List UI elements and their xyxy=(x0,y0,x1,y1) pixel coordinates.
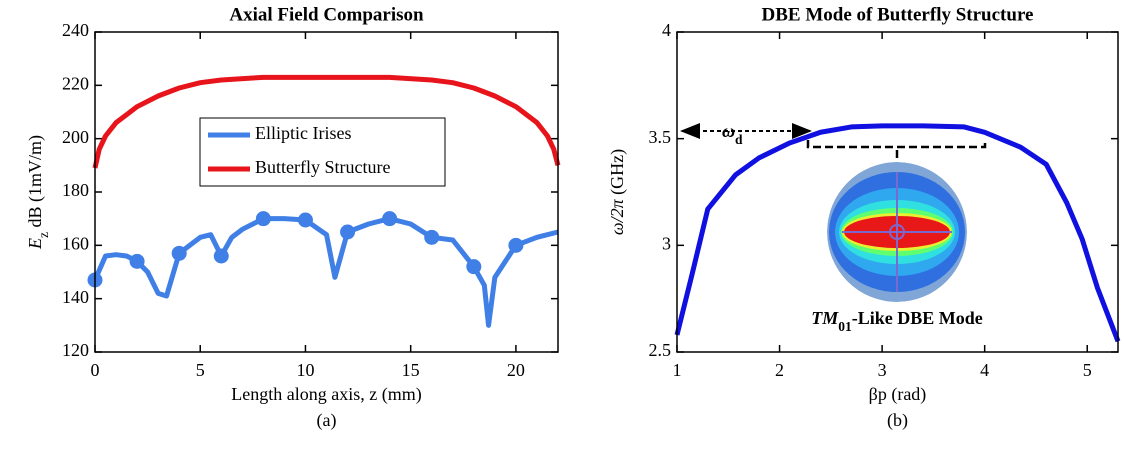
omega-d-label-sub: d xyxy=(735,132,743,147)
mode-label-rest: -Like DBE Mode xyxy=(852,308,983,328)
y-tick-label: 200 xyxy=(62,127,89,147)
omega-d-label: ωd xyxy=(722,121,743,146)
y-axis-label-main: ω/2π xyxy=(607,198,627,235)
y-axis-label-main: E xyxy=(25,238,45,250)
chart-title: DBE Mode of Butterfly Structure xyxy=(762,4,1034,25)
x-tick-label: 15 xyxy=(402,360,420,380)
chart: Axial Field Comparison 0 5 10 15 20 120 140 160 1… xyxy=(25,4,558,431)
series-marker xyxy=(129,253,145,269)
series-marker xyxy=(508,237,524,253)
field-inset xyxy=(827,162,967,302)
x-tick-label: 2 xyxy=(775,360,784,380)
series-marker xyxy=(255,211,271,227)
chart-title: Axial Field Comparison xyxy=(229,4,424,25)
x-tick-label: 4 xyxy=(980,360,989,380)
x-tick-label: 5 xyxy=(196,360,205,380)
series-line xyxy=(92,74,561,169)
series-marker xyxy=(382,211,398,227)
x-tick-label: 3 xyxy=(878,360,887,380)
caption: (b) xyxy=(887,410,908,431)
y-tick-label: 4 xyxy=(662,20,671,40)
y-tick-label: 120 xyxy=(62,340,89,360)
series-marker xyxy=(340,224,356,240)
legend-box xyxy=(199,117,446,187)
y-tick-label: 180 xyxy=(62,180,89,200)
plot-frame xyxy=(94,31,559,353)
plot-frame xyxy=(676,31,1119,353)
x-tick-label: 20 xyxy=(507,360,525,380)
x-axis-label: Length along axis, z (mm) xyxy=(231,384,421,405)
series-marker xyxy=(466,259,482,275)
x-tick-label: 1 xyxy=(673,360,682,380)
legend: Elliptic Irises Butterfly Structure xyxy=(199,117,446,187)
y-axis-label-sub: z xyxy=(36,232,51,238)
y-tick-label: 3.5 xyxy=(649,127,672,147)
y-tick-label: 220 xyxy=(62,73,89,93)
y-tick-label: 160 xyxy=(62,233,89,253)
chart: DBE Mode of Butterfly Structure 1 2 3 4 5 2.5 3… xyxy=(607,4,1118,431)
legend-label: Butterfly Structure xyxy=(255,157,390,177)
legend-label: Elliptic Irises xyxy=(255,123,351,143)
mode-label: TM01-Like DBE Mode xyxy=(811,308,983,333)
dbe-annotation xyxy=(680,123,987,158)
mode-label-main: TM xyxy=(811,308,839,328)
y-tick-label: 2.5 xyxy=(649,340,672,360)
series-marker xyxy=(171,245,187,261)
mode-label-sub: 01 xyxy=(838,319,852,334)
y-tick-label: 240 xyxy=(62,20,89,40)
series-marker xyxy=(297,212,313,228)
x-tick-label: 5 xyxy=(1083,360,1092,380)
omega-d-label-main: ω xyxy=(722,121,735,141)
x-tick-label: 10 xyxy=(296,360,314,380)
y-axis-label: Ez dB (1mV/m) xyxy=(25,135,50,250)
x-tick-label: 0 xyxy=(91,360,100,380)
y-tick-label: 140 xyxy=(62,287,89,307)
series-line xyxy=(674,123,1121,343)
caption: (a) xyxy=(317,410,337,431)
y-axis-label-rest: dB (1mV/m) xyxy=(25,135,46,232)
y-axis-label-rest: (GHz) xyxy=(607,149,628,199)
series-marker xyxy=(213,248,229,264)
series-marker xyxy=(424,229,440,245)
series-line xyxy=(92,216,559,328)
x-axis-label: βp (rad) xyxy=(869,384,927,405)
y-axis-label: ω/2π (GHz) xyxy=(607,149,628,235)
y-tick-label: 3 xyxy=(662,233,671,253)
